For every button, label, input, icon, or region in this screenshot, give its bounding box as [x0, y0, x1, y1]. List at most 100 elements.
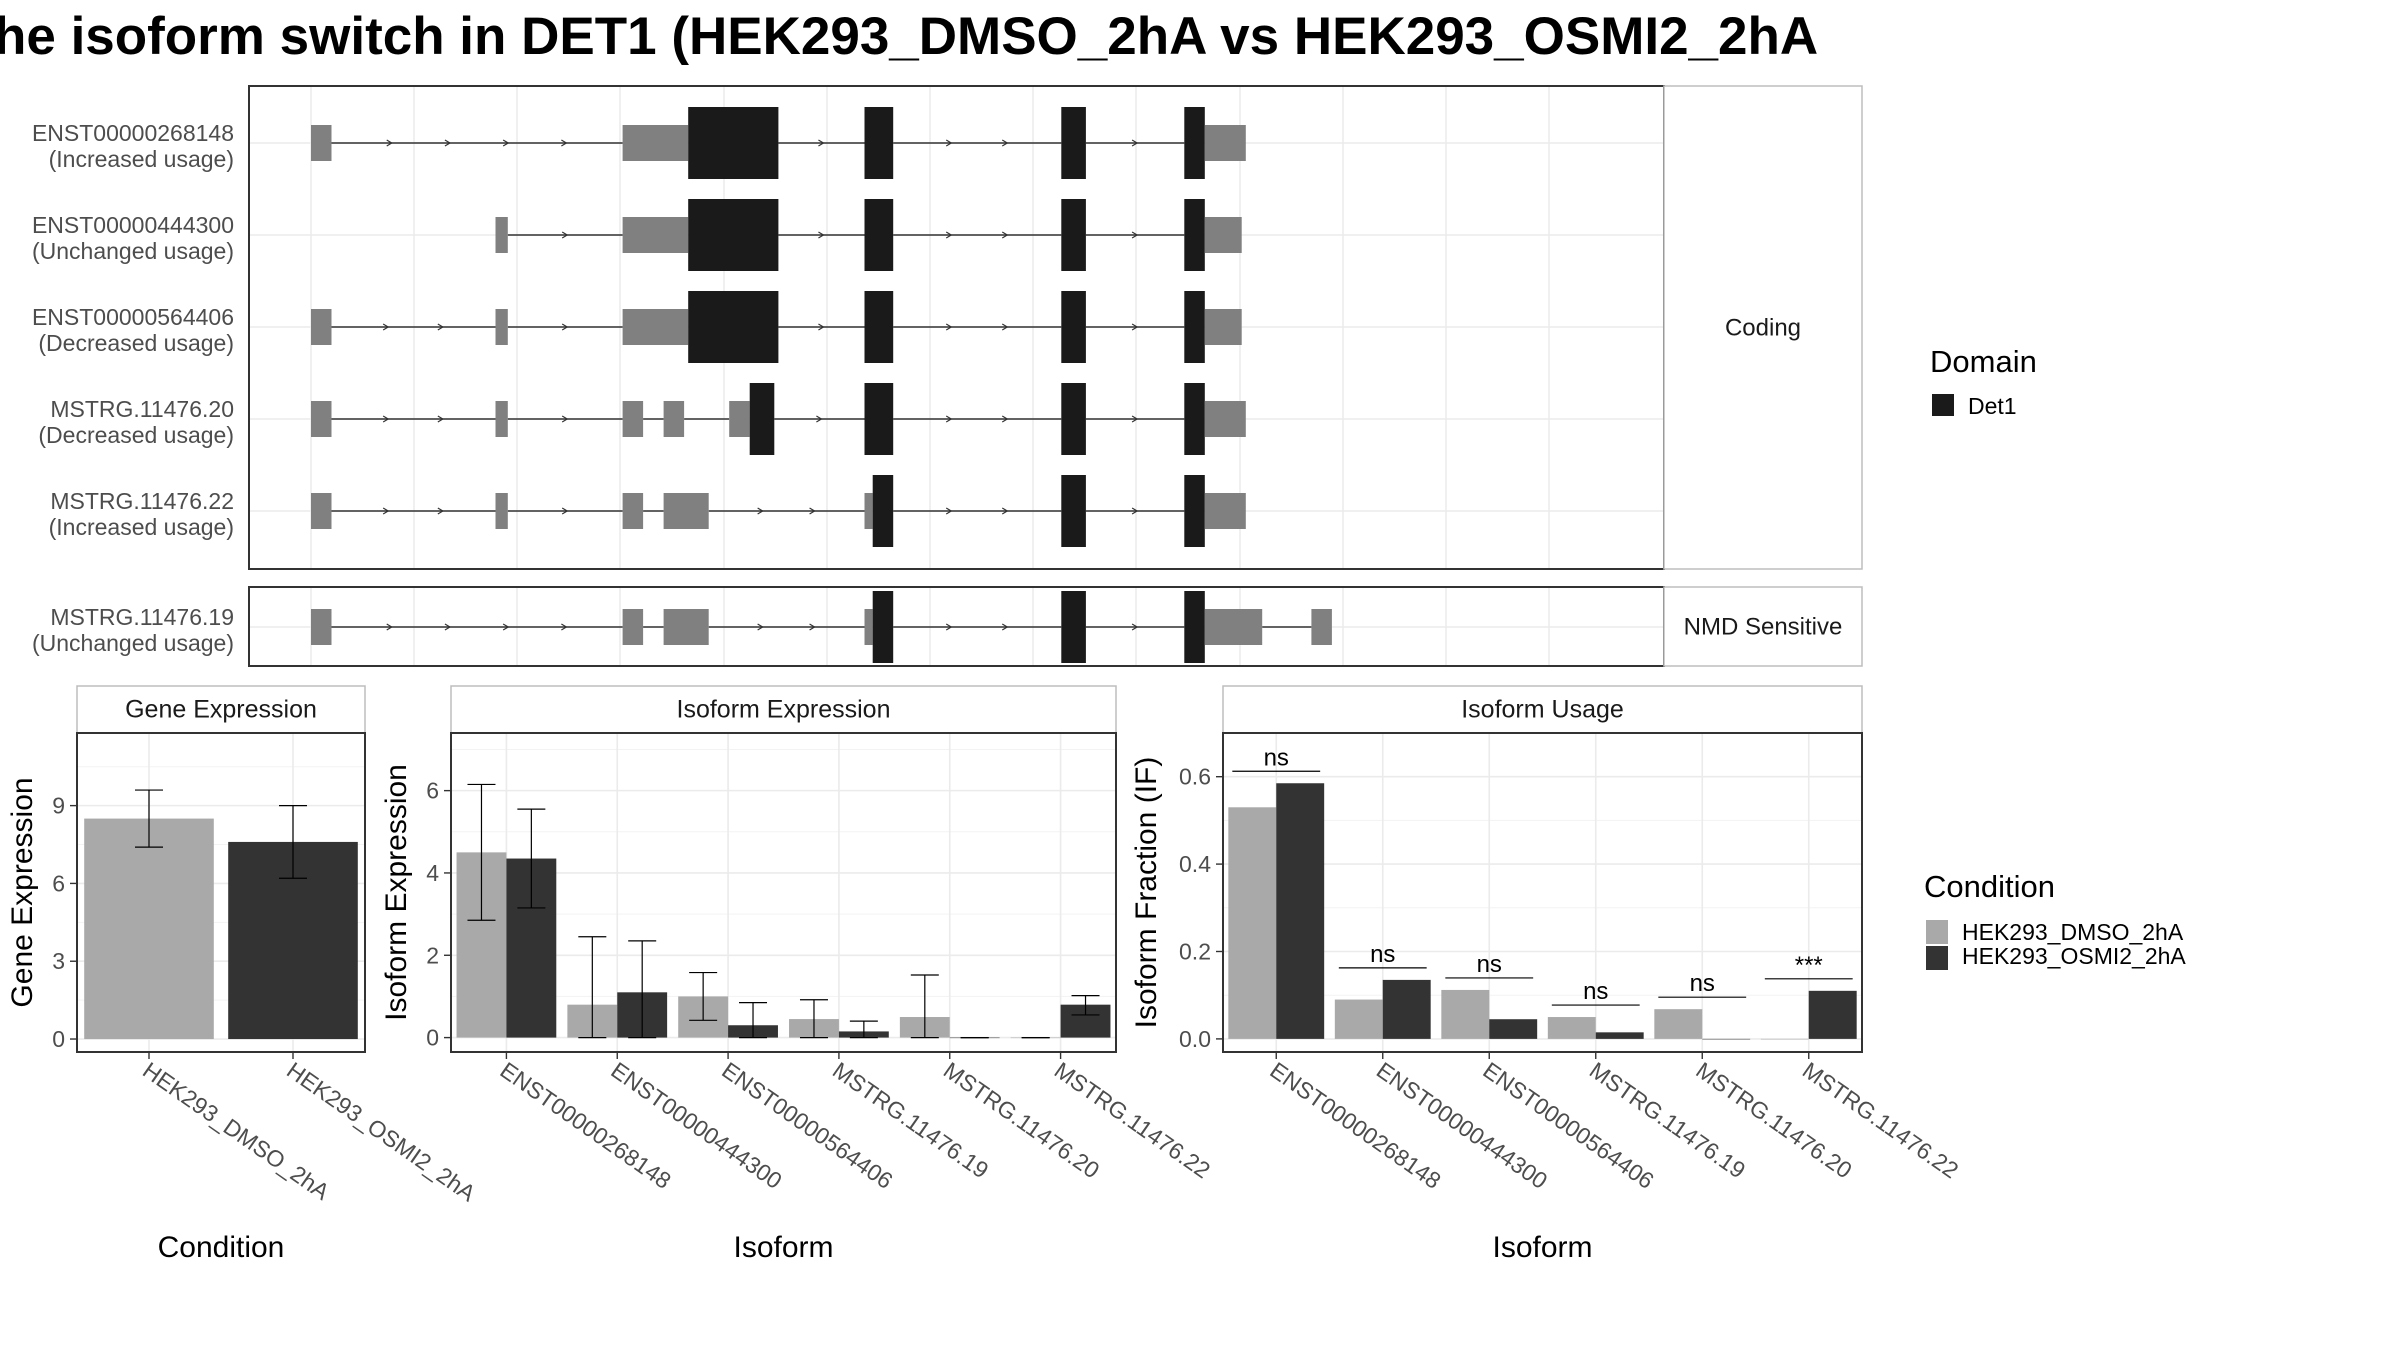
transcript-usage-label: (Unchanged usage)	[32, 238, 234, 264]
intron-arrow	[561, 231, 569, 239]
utr-exon	[311, 493, 332, 529]
significance-label: ns	[1690, 970, 1715, 997]
bar	[1654, 1009, 1703, 1039]
chart-title: Isoform Expression	[677, 696, 891, 724]
bar	[1276, 783, 1325, 1039]
transcript-usage-label: (Increased usage)	[49, 514, 234, 540]
utr-exon	[311, 309, 332, 345]
facet-strip	[1663, 85, 1863, 570]
y-axis-title: Isoform Expression	[380, 764, 413, 1021]
utr-exon	[1204, 401, 1246, 437]
significance-label: ns	[1370, 941, 1395, 968]
bar	[1489, 1019, 1538, 1039]
coding-exon	[1061, 591, 1086, 663]
transcript-usage-label: (Decreased usage)	[38, 330, 234, 356]
significance-label: ns	[1583, 978, 1608, 1005]
intron-arrow	[1131, 231, 1139, 239]
significance-label: ***	[1795, 952, 1823, 979]
intron-arrow	[945, 623, 953, 631]
bar	[1441, 989, 1490, 1039]
y-axis-title: Isoform Fraction (IF)	[1130, 757, 1163, 1029]
bar	[1702, 1038, 1751, 1040]
plot-panel-border	[1222, 732, 1863, 1053]
utr-exon	[663, 609, 709, 645]
intron-arrow	[945, 231, 953, 239]
utr-exon	[495, 493, 508, 529]
intron-arrow	[945, 139, 953, 147]
utr-exon	[311, 125, 332, 161]
intron-arrow	[945, 507, 953, 515]
condition-legend-label: HEK293_DMSO_2hA	[1962, 919, 2184, 945]
coding-exon	[688, 291, 779, 363]
utr-exon	[495, 401, 508, 437]
transcript-usage-label: (Decreased usage)	[38, 422, 234, 448]
intron-arrow	[1001, 507, 1009, 515]
intron-arrow	[382, 323, 390, 331]
domain-legend-title: Domain	[1930, 344, 2037, 379]
utr-exon	[663, 493, 709, 529]
y-axis-title: Gene Expression	[6, 777, 39, 1007]
facet-strip	[1663, 586, 1863, 667]
utr-exon	[311, 401, 332, 437]
intron-arrow	[1131, 623, 1139, 631]
transcript-usage-label: (Increased usage)	[49, 146, 234, 172]
coding-exon	[1184, 291, 1205, 363]
y-tick-label: 0.4	[1179, 851, 1211, 877]
utr-exon	[729, 401, 750, 437]
intron-arrow	[809, 507, 816, 515]
utr-exon	[1204, 609, 1263, 645]
y-tick-label: 2	[426, 942, 439, 968]
coding-exon	[1184, 475, 1205, 547]
y-tick-label: 0	[426, 1025, 439, 1051]
utr-exon	[1204, 125, 1246, 161]
coding-exon	[688, 199, 779, 271]
chart-title: Gene Expression	[125, 696, 317, 724]
coding-exon	[1184, 383, 1205, 455]
transcript-label: MSTRG.11476.20	[50, 396, 234, 422]
intron-arrow	[502, 623, 510, 631]
utr-exon	[622, 609, 644, 645]
facet-label-nmd-sensitive: NMD Sensitive	[1684, 614, 1843, 641]
transcript-label: MSTRG.11476.22	[50, 488, 234, 514]
coding-exon	[688, 107, 779, 179]
coding-exon	[1184, 591, 1205, 663]
intron-arrow	[437, 415, 444, 423]
intron-arrow	[809, 623, 816, 631]
domain-legend: Domain Det1	[1930, 344, 2037, 419]
facet-label-coding: Coding	[1725, 315, 1801, 342]
x-axis-title: Condition	[158, 1231, 285, 1264]
coding-exon	[1061, 475, 1086, 547]
utr-exon	[622, 493, 644, 529]
intron-arrow	[945, 323, 953, 331]
y-tick-label: 6	[52, 870, 65, 896]
bar	[1808, 990, 1857, 1039]
intron-arrow	[386, 623, 393, 631]
intron-arrow	[561, 507, 569, 515]
utr-exon	[622, 125, 689, 161]
intron-arrow	[757, 507, 764, 515]
intron-arrow	[382, 507, 390, 515]
intron-arrow	[386, 139, 393, 147]
coding-exon	[1184, 107, 1205, 179]
coding-exon	[1184, 199, 1205, 271]
intron-arrow	[561, 415, 569, 423]
utr-exon	[311, 609, 332, 645]
intron-arrow	[1131, 415, 1139, 423]
intron-arrow	[561, 139, 568, 147]
utr-exon	[622, 309, 689, 345]
significance-label: ns	[1264, 744, 1289, 771]
significance-label: ns	[1477, 951, 1502, 978]
intron-arrow	[382, 415, 390, 423]
utr-exon	[1311, 609, 1332, 645]
utr-exon	[663, 401, 685, 437]
chart-strip	[1222, 685, 1863, 734]
transcript-label: ENST00000268148	[32, 120, 234, 146]
condition-legend-key	[1926, 920, 1948, 944]
chart-strip	[76, 685, 366, 734]
bar	[1760, 1038, 1809, 1040]
intron-arrow	[1131, 323, 1139, 331]
y-tick-label: 6	[426, 778, 439, 804]
utr-exon	[864, 609, 873, 645]
